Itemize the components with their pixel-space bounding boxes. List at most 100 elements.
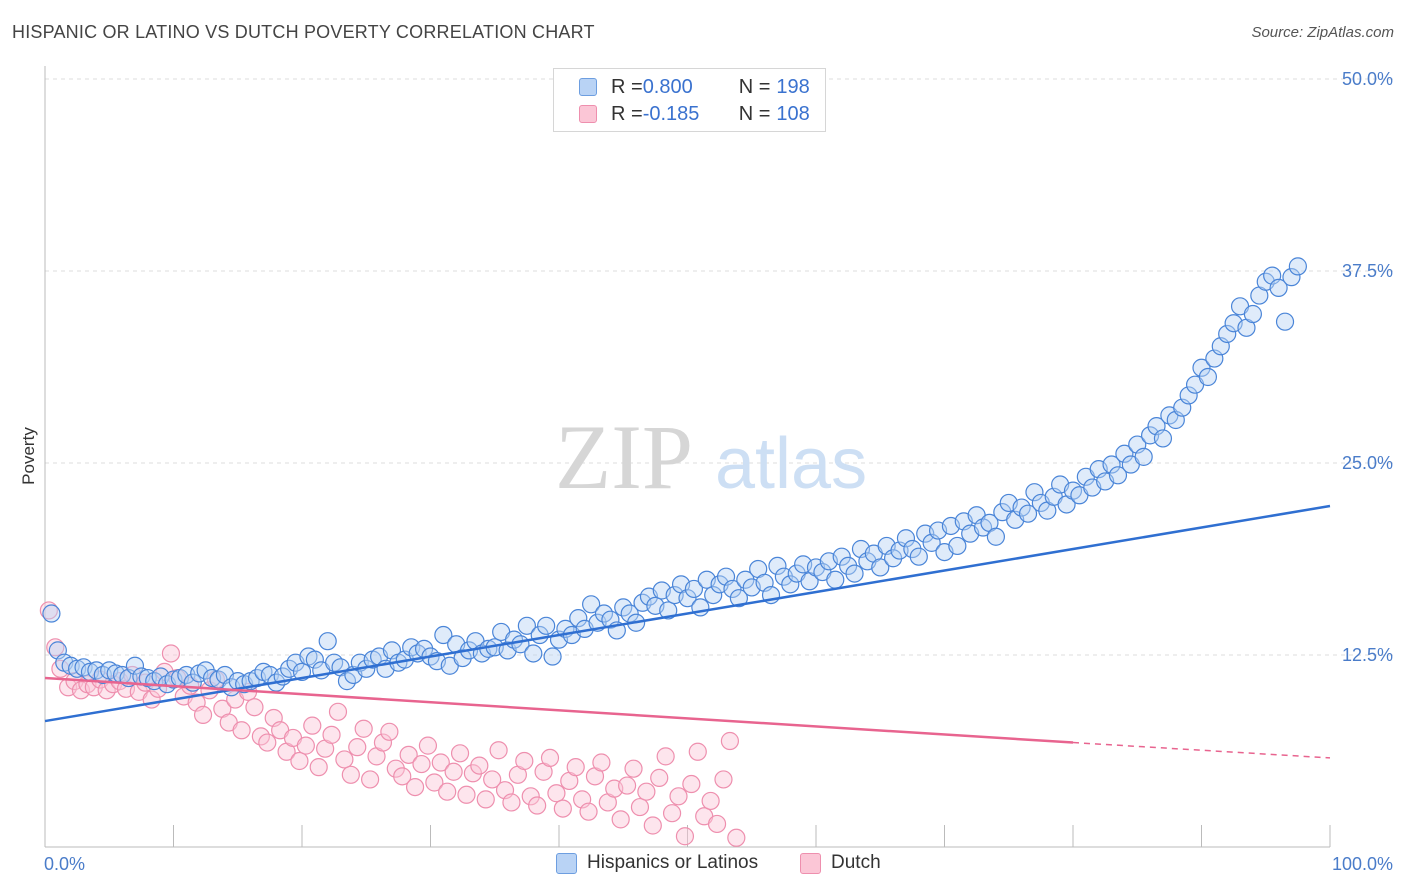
dutch-point xyxy=(470,756,489,775)
legend-row-dutch: R = -0.185 N = 108 xyxy=(554,100,810,128)
dutch-point xyxy=(354,719,373,738)
chart-title: HISPANIC OR LATINO VS DUTCH POVERTY CORR… xyxy=(12,22,595,42)
watermark-zip: ZIP xyxy=(555,406,693,508)
hispanic-point xyxy=(42,604,61,623)
dutch-point xyxy=(566,758,585,777)
dutch-point xyxy=(662,804,682,823)
bottom-legend-label: Dutch xyxy=(831,852,881,873)
legend-swatch-pink xyxy=(579,105,597,123)
hispanic-point xyxy=(678,589,697,608)
y-tick-labels: 12.5% 25.0% 37.5% 50.0% xyxy=(1342,69,1393,665)
hispanic-point xyxy=(87,661,106,680)
hispanic-point xyxy=(1198,367,1218,387)
hispanic-point xyxy=(1102,455,1121,474)
dutch-point xyxy=(489,741,508,760)
hispanic-point xyxy=(729,589,749,608)
x-tick-label: 0.0% xyxy=(44,854,85,874)
dutch-point xyxy=(431,753,450,772)
dutch-point xyxy=(707,814,727,834)
dutch-point xyxy=(457,785,476,804)
y-tick-label: 25.0% xyxy=(1342,453,1393,473)
hispanic-point xyxy=(434,625,453,645)
dutch-point xyxy=(412,754,431,774)
dutch-point xyxy=(483,770,502,789)
hispanic-point xyxy=(524,644,543,663)
legend-n-value: 198 xyxy=(776,75,810,98)
hispanic-point xyxy=(659,601,678,620)
hispanic-point xyxy=(909,547,928,566)
dutch-point xyxy=(476,790,495,809)
dutch-point xyxy=(701,791,720,811)
hispanic-point xyxy=(845,564,864,583)
dutch-point xyxy=(399,745,418,764)
dutch-point xyxy=(393,767,412,786)
dutch-point xyxy=(405,777,425,797)
dutch-point xyxy=(373,733,393,752)
hispanic-point xyxy=(1134,447,1153,466)
hispanic-point xyxy=(1282,268,1301,287)
hispanic-point xyxy=(601,610,620,629)
dutch-point xyxy=(515,751,534,771)
hispanic-point xyxy=(125,656,145,675)
hispanic-point xyxy=(582,595,601,614)
dutch-point xyxy=(322,725,341,744)
source-note: Source: ZipAtlas.com xyxy=(1251,24,1394,41)
dutch-point xyxy=(528,796,547,815)
hispanic-point xyxy=(1025,483,1044,502)
hispanic-point xyxy=(826,570,845,589)
dutch-point xyxy=(193,705,213,725)
axes xyxy=(44,66,1331,848)
dutch-point xyxy=(380,722,399,741)
x-tick-labels: 0.0% 100.0% xyxy=(44,854,1393,874)
legend-n-label: N = xyxy=(738,75,771,98)
trend-lines xyxy=(44,504,1331,759)
dutch-point xyxy=(425,773,444,792)
dutch-point xyxy=(714,770,733,789)
dutch-point xyxy=(547,784,566,803)
dutch-point xyxy=(438,782,457,801)
dutch-point xyxy=(335,750,354,769)
dutch-point xyxy=(296,736,315,755)
hispanic-point xyxy=(781,575,800,594)
watermark-atlas: atlas xyxy=(715,424,867,504)
hispanic-point xyxy=(1018,504,1038,523)
hispanic-point xyxy=(1288,257,1307,276)
dutch-point xyxy=(303,716,322,735)
dutch-point xyxy=(727,828,746,847)
bottom-legend-dutch: Dutch xyxy=(800,852,881,874)
hispanic-point xyxy=(832,547,851,566)
dutch-point xyxy=(258,733,277,752)
hispanic-point xyxy=(896,529,916,548)
bottom-legend-hispanic: Hispanics or Latinos xyxy=(556,852,758,874)
y-tick-label: 50.0% xyxy=(1342,69,1393,89)
y-tick-label: 12.5% xyxy=(1342,645,1393,665)
hispanic-point xyxy=(871,558,890,577)
dutch-point xyxy=(348,738,367,757)
bottom-legend-swatch-pink xyxy=(800,852,821,874)
dutch-trend-line xyxy=(44,676,1074,744)
bottom-legend-swatch-blue xyxy=(556,852,577,874)
dutch-point xyxy=(39,601,58,620)
dutch-point xyxy=(418,736,438,755)
hispanic-point xyxy=(305,650,324,669)
hispanic-point xyxy=(1275,312,1295,331)
stats-legend: R = 0.800 N = 198 R = -0.185 N = 108 xyxy=(553,68,826,132)
hispanic-point xyxy=(543,647,562,666)
dutch-point xyxy=(450,744,470,763)
hispanic-point xyxy=(537,616,556,635)
dutch-point xyxy=(656,747,675,766)
y-axis-label: Poverty xyxy=(19,427,38,485)
legend-r-value: 0.800 xyxy=(642,75,693,98)
watermark: ZIP atlas xyxy=(555,406,867,508)
hispanic-point xyxy=(986,527,1006,546)
legend-swatch-blue xyxy=(579,78,597,96)
hispanic-point xyxy=(1269,278,1288,297)
hispanic-point xyxy=(1153,429,1173,448)
hispanic-point xyxy=(948,536,967,556)
hispanic-point xyxy=(973,518,993,537)
dutch-point xyxy=(682,774,701,794)
dutch-point xyxy=(592,753,611,772)
dutch-point xyxy=(637,782,656,801)
hispanic-point xyxy=(1243,304,1263,324)
hispanic-point xyxy=(1115,444,1134,463)
